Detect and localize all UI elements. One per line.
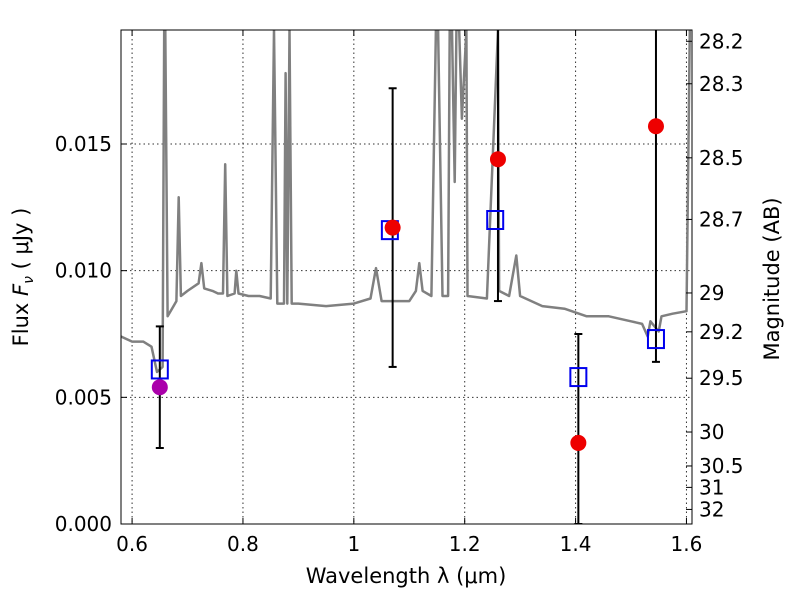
mag-tick-label: 29.2 — [699, 320, 744, 344]
model-photometry-marker — [646, 329, 665, 350]
axis-ticks — [121, 30, 692, 525]
model-photometry-marker — [486, 210, 505, 230]
observed-flux-marker — [570, 434, 587, 451]
x-tick-label: 1.2 — [449, 532, 481, 556]
mag-tick-label: 29.5 — [699, 366, 744, 390]
y-tick-label: 0.000 — [55, 512, 112, 536]
mag-tick-label: 28.3 — [699, 72, 744, 96]
y-tick-label: 0.010 — [55, 259, 112, 283]
mag-tick-label: 32 — [699, 497, 724, 521]
observed-flux-marker — [384, 219, 401, 236]
mag-tick-label: 29 — [699, 281, 724, 305]
model-spectrum-line — [121, 30, 692, 374]
y-tick-label: 0.015 — [55, 132, 112, 156]
model-spectrum — [121, 30, 692, 374]
y-axis-title: Flux Fν ( μJy ) — [9, 208, 37, 347]
x-tick-label: 0.6 — [116, 532, 148, 556]
mag-tick-label: 30 — [699, 420, 724, 444]
model-photometry-marker — [150, 359, 169, 380]
plot-frame — [120, 29, 693, 525]
mag-tick-label: 28.5 — [699, 146, 744, 170]
model-photometry-marker — [569, 367, 588, 388]
mag-tick-label: 28.2 — [699, 29, 744, 53]
x-tick-label: 0.8 — [227, 532, 259, 556]
right-axis-title: Magnitude (AB) — [760, 197, 784, 360]
x-tick-label: 1.4 — [560, 532, 592, 556]
observed-flux-marker — [647, 118, 664, 135]
plot-background — [121, 30, 692, 524]
x-tick-label: 1 — [347, 532, 360, 556]
observed-flux-marker — [489, 151, 506, 168]
y-tick-label: 0.005 — [55, 385, 112, 409]
error-bars — [155, 30, 660, 524]
observed-flux-marker — [151, 379, 168, 396]
x-axis-title: Wavelength λ (μm) — [306, 564, 507, 588]
mag-tick-label: 31 — [699, 475, 724, 499]
mag-tick-label: 30.5 — [699, 454, 744, 478]
mag-tick-label: 28.7 — [699, 207, 744, 231]
x-tick-label: 1.6 — [671, 532, 703, 556]
markers — [150, 118, 665, 451]
axis-tick-labels: 0.6 0.8 1 1.2 1.4 1.6 0.000 0.005 0.010 0.015 28.2… — [55, 29, 744, 556]
